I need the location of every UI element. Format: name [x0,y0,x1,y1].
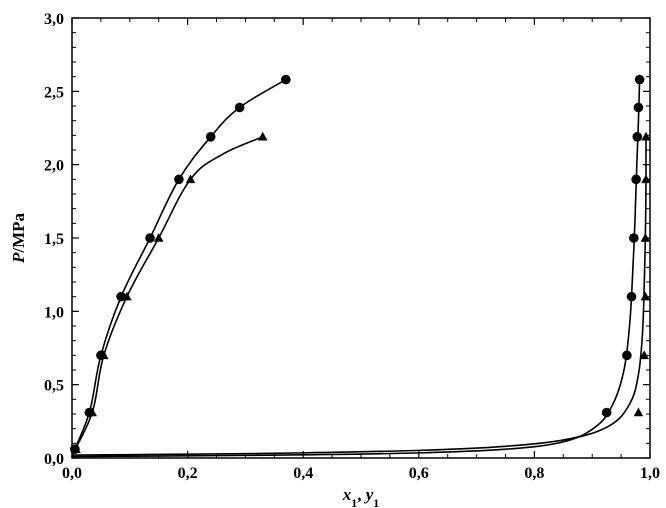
svg-text:2,0: 2,0 [44,158,64,175]
svg-text:1,5: 1,5 [44,231,64,248]
svg-text:1,0: 1,0 [44,304,64,321]
svg-text:1,0: 1,0 [640,465,660,482]
svg-text:0,6: 0,6 [409,465,429,482]
svg-text:0,2: 0,2 [178,465,198,482]
svg-text:3,0: 3,0 [44,11,64,28]
svg-text:P/MPa: P/MPa [9,212,28,264]
svg-text:0,0: 0,0 [44,451,64,468]
svg-text:0,5: 0,5 [44,378,64,395]
svg-text:2,5: 2,5 [44,84,64,101]
svg-text:0,0: 0,0 [62,465,82,482]
svg-text:0,4: 0,4 [293,465,313,482]
chart-svg: 0,0 0,2 0,4 0,6 0,8 1,0 0,0 0,5 1,0 1,5 2,0 2,5 3,0 P… [0,0,666,508]
pressure-composition-chart: 0,0 0,2 0,4 0,6 0,8 1,0 0,0 0,5 1,0 1,5 2,0 2,5 3,0 P… [0,0,666,508]
svg-text:0,8: 0,8 [524,465,544,482]
